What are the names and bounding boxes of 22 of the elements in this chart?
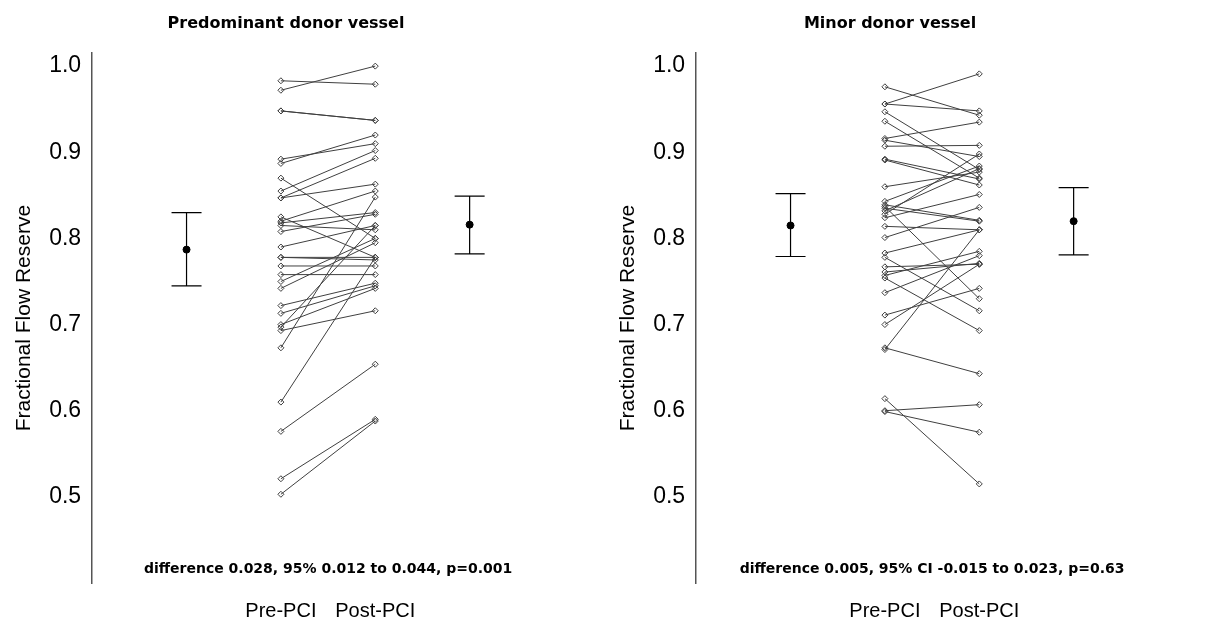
y-axis-title: Fractional Flow Reserve [11,204,35,432]
y-tick-label: 0.6 [653,396,686,423]
y-tick-label: 1.0 [653,51,686,78]
x-tick-label: Pre-PCI [245,598,317,621]
y-tick-label: 0.8 [653,223,686,250]
y-tick-label: 0.5 [49,482,82,509]
chart-title: Minor donor vessel [803,12,977,32]
annotation: difference 0.005, 95% CI -0.015 to 0.023, p=0.63 [739,560,1125,576]
annotation: difference 0.028, 95% 0.012 to 0.044, p=0.001 [143,560,513,576]
y-axis-title: Fractional Flow Reserve [615,204,639,432]
y-tick-label: 0.7 [653,309,686,336]
y-tick-label: 0.9 [653,137,686,164]
y-tick-label: 1.0 [49,51,82,78]
x-tick-label: Post-PCI [335,598,416,621]
chart-title: Predominant donor vessel [167,12,405,32]
y-tick-label: 0.8 [49,223,82,250]
y-tick-label: 0.7 [49,309,82,336]
y-tick-label: 0.6 [49,396,82,423]
y-tick-label: 0.9 [49,137,82,164]
x-tick-label: Post-PCI [939,598,1020,621]
x-tick-label: Pre-PCI [849,598,921,621]
y-tick-label: 0.5 [653,482,686,509]
